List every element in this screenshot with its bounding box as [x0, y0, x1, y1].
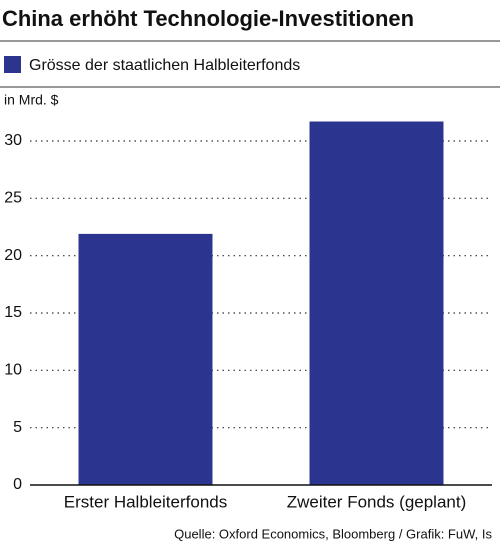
legend-swatch	[4, 56, 21, 73]
y-tick-label: 5	[13, 419, 22, 436]
y-axis-label: in Mrd. $	[4, 92, 59, 108]
y-tick-label: 15	[4, 304, 22, 321]
legend-label: Grösse der staatlichen Halbleiterfonds	[29, 57, 300, 74]
y-tick-label: 20	[4, 247, 22, 264]
x-tick-label: Erster Halbleiterfonds	[64, 492, 227, 511]
chart-title: China erhöht Technologie-Investitionen	[2, 6, 414, 31]
y-tick-label: 10	[4, 362, 22, 379]
y-tick-label: 0	[13, 476, 22, 493]
y-tick-label: 25	[4, 190, 22, 207]
y-tick-label: 30	[4, 132, 22, 149]
bar	[309, 121, 444, 486]
x-tick-label: Zweiter Fonds (geplant)	[287, 492, 467, 511]
bar	[78, 233, 213, 485]
source: Quelle: Oxford Economics, Bloomberg / Gr…	[174, 526, 492, 541]
